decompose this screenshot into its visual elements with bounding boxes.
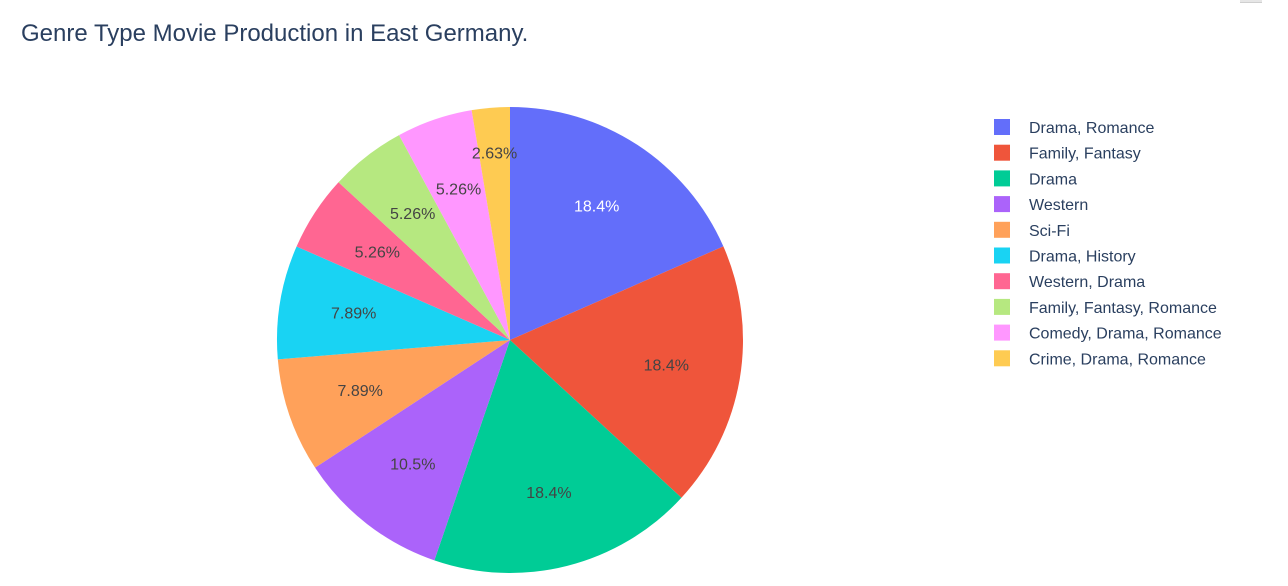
slice-label-3: 18.4% — [526, 485, 571, 502]
pie-slice-8[interactable] — [338, 135, 510, 340]
legend-label-1[interactable]: Drama, Romance — [1029, 120, 1154, 137]
legend: Drama, Romance Family, Fantasy Drama Wester… — [994, 119, 1222, 368]
slice-label-9: 5.26% — [436, 181, 481, 198]
pie-slices — [277, 107, 743, 573]
legend-swatch-6[interactable] — [994, 247, 1010, 264]
pie-slice-2[interactable] — [510, 246, 743, 498]
pie-slice-9[interactable] — [399, 110, 510, 340]
legend-label-7[interactable]: Western, Drama — [1029, 274, 1145, 291]
slice-label-7: 5.26% — [355, 245, 400, 262]
pie-slice-6[interactable] — [277, 246, 510, 360]
legend-label-8[interactable]: Family, Fantasy, Romance — [1029, 300, 1217, 317]
legend-label-10[interactable]: Crime, Drama, Romance — [1029, 351, 1206, 368]
legend-label-5[interactable]: Sci-Fi — [1029, 223, 1070, 240]
slice-label-5: 7.89% — [338, 383, 383, 400]
slice-label-4: 10.5% — [390, 456, 435, 473]
slice-label-10: 2.63% — [472, 145, 517, 162]
pie-slice-5[interactable] — [277, 340, 510, 468]
pie-slice-7[interactable] — [296, 182, 510, 340]
legend-swatch-10[interactable] — [994, 350, 1010, 367]
legend-label-2[interactable]: Family, Fantasy — [1029, 146, 1141, 163]
legend-swatch-2[interactable] — [994, 144, 1010, 161]
legend-swatch-9[interactable] — [994, 324, 1010, 341]
legend-label-6[interactable]: Drama, History — [1029, 249, 1136, 266]
legend-swatch-7[interactable] — [994, 273, 1010, 290]
slice-label-6: 7.89% — [331, 305, 376, 322]
legend-swatch-1[interactable] — [994, 119, 1010, 135]
modebar-tab — [1240, 0, 1262, 3]
slice-label-2: 18.4% — [644, 357, 689, 374]
slice-labels: 18.4%18.4%18.4%10.5%7.89%7.89%5.26%5.26%… — [331, 145, 689, 501]
legend-swatch-8[interactable] — [994, 298, 1010, 315]
legend-label-4[interactable]: Western — [1029, 197, 1088, 214]
slice-label-1: 18.4% — [574, 199, 619, 216]
slice-label-8: 5.26% — [390, 206, 435, 223]
legend-swatch-5[interactable] — [994, 221, 1010, 238]
pie-slice-4[interactable] — [315, 340, 510, 561]
legend-label-9[interactable]: Comedy, Drama, Romance — [1029, 326, 1222, 343]
legend-swatch-3[interactable] — [994, 170, 1010, 187]
legend-label-3[interactable]: Drama — [1029, 171, 1077, 188]
pie-slice-1[interactable] — [510, 107, 724, 340]
chart-title: Genre Type Movie Production in East Germ… — [21, 20, 528, 47]
pie-slice-3[interactable] — [434, 340, 682, 573]
legend-swatch-4[interactable] — [994, 196, 1010, 213]
pie-slice-10[interactable] — [471, 107, 510, 340]
